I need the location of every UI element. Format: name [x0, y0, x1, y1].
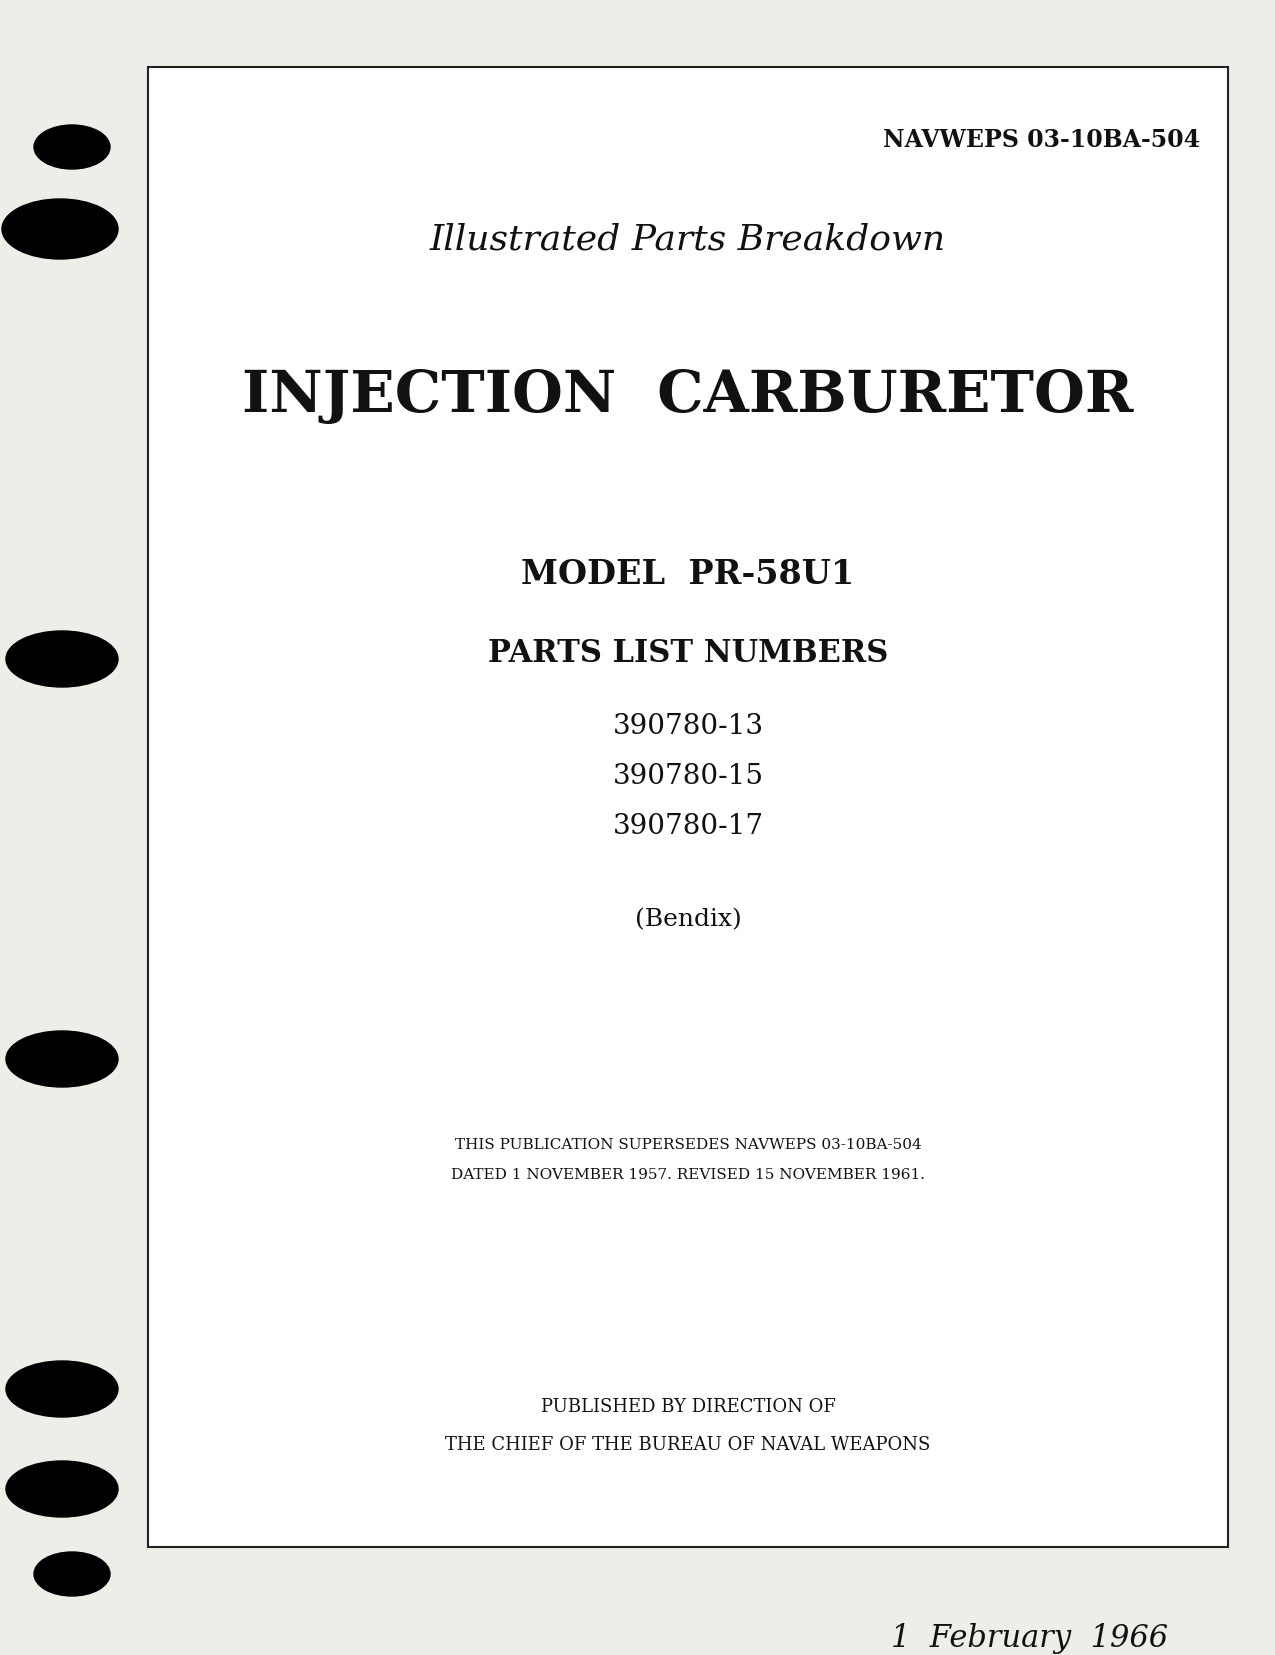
- Text: THIS PUBLICATION SUPERSEDES NAVWEPS 03-10BA-504: THIS PUBLICATION SUPERSEDES NAVWEPS 03-1…: [455, 1137, 922, 1152]
- Text: PUBLISHED BY DIRECTION OF: PUBLISHED BY DIRECTION OF: [541, 1397, 835, 1415]
- Text: INJECTION  CARBURETOR: INJECTION CARBURETOR: [242, 367, 1133, 424]
- Text: NAVWEPS 03-10BA-504: NAVWEPS 03-10BA-504: [882, 127, 1200, 152]
- Ellipse shape: [34, 126, 110, 170]
- Text: PARTS LIST NUMBERS: PARTS LIST NUMBERS: [488, 637, 889, 669]
- Ellipse shape: [6, 1360, 119, 1417]
- Text: 390780-15: 390780-15: [612, 763, 764, 789]
- Ellipse shape: [6, 1031, 119, 1087]
- Text: 390780-13: 390780-13: [612, 713, 764, 740]
- Ellipse shape: [6, 632, 119, 687]
- Text: (Bendix): (Bendix): [635, 907, 741, 930]
- Bar: [148, 68, 1228, 1547]
- Text: THE CHIEF OF THE BUREAU OF NAVAL WEAPONS: THE CHIEF OF THE BUREAU OF NAVAL WEAPONS: [445, 1435, 931, 1453]
- Ellipse shape: [3, 200, 119, 260]
- Text: 390780-17: 390780-17: [612, 813, 764, 839]
- Text: 1  February  1966: 1 February 1966: [891, 1622, 1168, 1653]
- Text: DATED 1 NOVEMBER 1957. REVISED 15 NOVEMBER 1961.: DATED 1 NOVEMBER 1957. REVISED 15 NOVEMB…: [451, 1167, 924, 1182]
- Ellipse shape: [34, 1552, 110, 1595]
- Text: MODEL  PR-58U1: MODEL PR-58U1: [521, 558, 854, 591]
- Ellipse shape: [6, 1461, 119, 1518]
- Text: Illustrated Parts Breakdown: Illustrated Parts Breakdown: [430, 223, 946, 257]
